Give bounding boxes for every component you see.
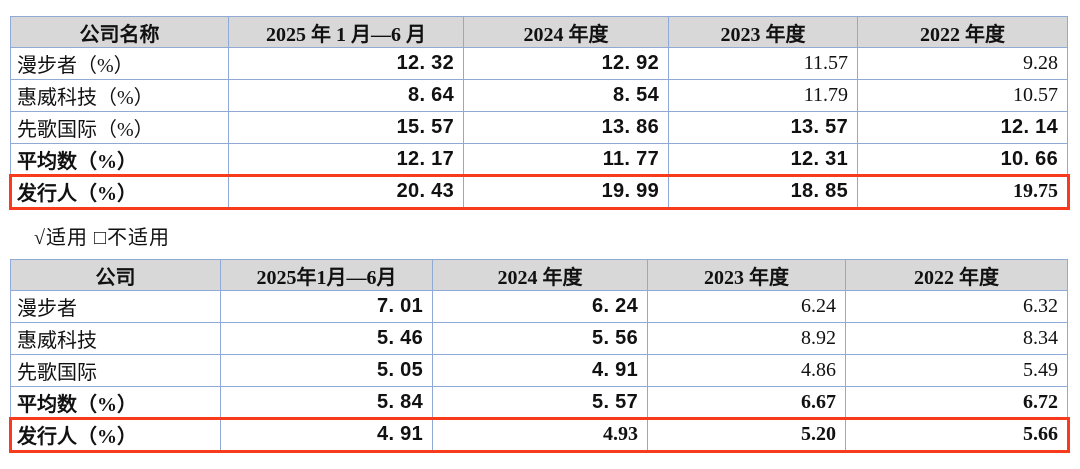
table-row: 平均数（%） 5. 84 5. 57 6.67 6.72 [10,386,1068,419]
value-cell: 5.49 [845,354,1068,387]
value-cell: 12. 17 [228,143,464,176]
value-cell: 12. 32 [228,47,464,80]
value-cell: 6.72 [845,386,1068,419]
row-label: 平均数（%） [10,386,221,419]
column-header: 2022 年度 [845,259,1068,291]
value-cell: 13. 57 [668,111,858,144]
value-cell: 20. 43 [228,175,464,208]
value-cell: 8. 64 [228,79,464,112]
value-cell: 10. 66 [857,143,1068,176]
value-cell: 15. 57 [228,111,464,144]
value-cell: 6.32 [845,290,1068,323]
table-row: 惠威科技 5. 46 5. 56 8.92 8.34 [10,322,1068,355]
value-cell: 19. 99 [463,175,669,208]
row-label: 漫步者（%） [10,47,229,80]
value-cell: 6. 24 [432,290,648,323]
value-cell: 10.57 [857,79,1068,112]
value-cell: 6.24 [647,290,846,323]
column-header: 2023 年度 [647,259,846,291]
column-header: 公司 [10,259,221,291]
column-header: 2024 年度 [463,16,669,48]
value-cell: 9.28 [857,47,1068,80]
table-row: 平均数（%） 12. 17 11. 77 12. 31 10. 66 [10,143,1068,176]
column-header: 公司名称 [10,16,229,48]
value-cell: 5. 05 [220,354,433,387]
value-cell: 7. 01 [220,290,433,323]
row-label: 发行人（%） [10,418,221,451]
table-row: 先歌国际（%） 15. 57 13. 86 13. 57 12. 14 [10,111,1068,144]
value-cell: 5. 46 [220,322,433,355]
value-cell: 4.86 [647,354,846,387]
header-row: 公司 2025年1月—6月 2024 年度 2023 年度 2022 年度 [10,259,1068,291]
value-cell: 11.57 [668,47,858,80]
value-cell: 6.67 [647,386,846,419]
table-row: 漫步者 7. 01 6. 24 6.24 6.32 [10,290,1068,323]
value-cell: 5.20 [647,418,846,451]
value-cell: 12. 14 [857,111,1068,144]
row-label: 发行人（%） [10,175,229,208]
row-label: 先歌国际（%） [10,111,229,144]
column-header: 2025年1月—6月 [220,259,433,291]
value-cell: 18. 85 [668,175,858,208]
value-cell: 5. 84 [220,386,433,419]
comparison-table-gross-margin: 公司名称 2025 年 1 月—6 月 2024 年度 2023 年度 2022 年度漫… [8,16,1070,210]
value-cell: 13. 86 [463,111,669,144]
table-row: 漫步者（%） 12. 32 12. 92 11.57 9.28 [10,47,1068,80]
value-cell: 4. 91 [220,418,433,451]
value-cell: 8.34 [845,322,1068,355]
table-row-highlighted: 发行人（%） 20. 43 19. 99 18. 85 19.75 [8,173,1070,210]
value-cell: 5. 56 [432,322,648,355]
row-label: 漫步者 [10,290,221,323]
value-cell: 5. 57 [432,386,648,419]
row-label: 平均数（%） [10,143,229,176]
column-header: 2023 年度 [668,16,858,48]
table-row: 先歌国际 5. 05 4. 91 4.86 5.49 [10,354,1068,387]
value-cell: 11.79 [668,79,858,112]
column-header: 2025 年 1 月—6 月 [228,16,464,48]
comparison-table-net-margin: 公司 2025年1月—6月 2024 年度 2023 年度 2022 年度 漫步者 7. 0… [8,259,1070,453]
value-cell: 8.92 [647,322,846,355]
header-row: 公司名称 2025 年 1 月—6 月 2024 年度 2023 年度 2022 年度 [10,16,1068,48]
column-header: 2024 年度 [432,259,648,291]
value-cell: 11. 77 [463,143,669,176]
value-cell: 8. 54 [463,79,669,112]
value-cell: 5.66 [845,418,1068,451]
row-label: 先歌国际 [10,354,221,387]
row-label: 惠威科技（%） [10,79,229,112]
table-row: 惠威科技（%） 8. 64 8. 54 11.79 10.57 [10,79,1068,112]
column-header: 2022 年度 [857,16,1068,48]
applicability-note: √适用 □不适用 [34,227,171,249]
row-label: 惠威科技 [10,322,221,355]
value-cell: 4.93 [432,418,648,451]
value-cell: 12. 31 [668,143,858,176]
value-cell: 12. 92 [463,47,669,80]
value-cell: 19.75 [857,175,1068,208]
value-cell: 4. 91 [432,354,648,387]
table-row-highlighted: 发行人（%） 4. 91 4.93 5.20 5.66 [8,416,1070,453]
